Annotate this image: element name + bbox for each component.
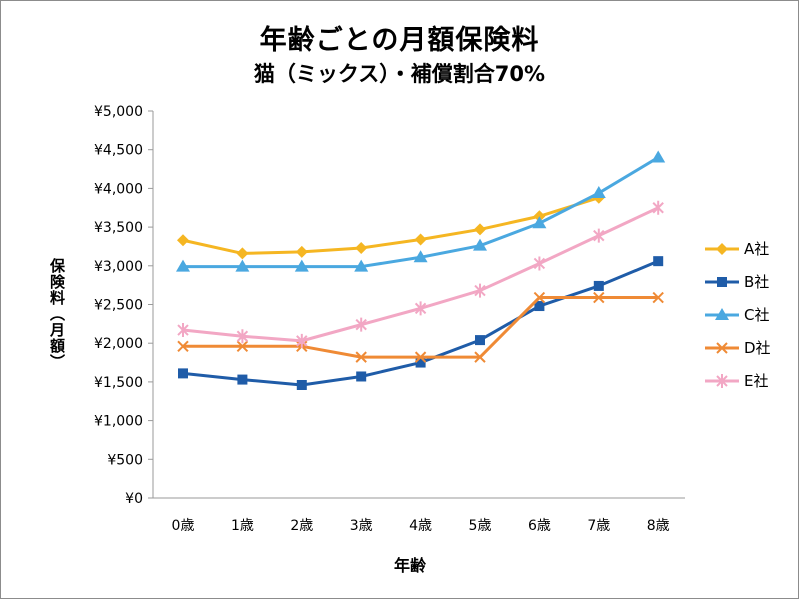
legend-marker <box>717 277 727 287</box>
x-tick-label: 8歳 <box>647 518 670 534</box>
legend-entry: E社 <box>744 372 768 390</box>
data-point <box>474 283 486 298</box>
x-tick-label: 5歳 <box>469 518 492 534</box>
data-point <box>415 357 426 368</box>
legend-entry: D社 <box>744 339 771 357</box>
data-point <box>237 374 248 385</box>
y-tick-label: ¥2,000 <box>94 336 143 352</box>
y-tick-label: ¥500 <box>107 452 143 468</box>
data-point <box>474 351 486 363</box>
data-point <box>414 301 427 316</box>
legend-marker <box>716 342 728 354</box>
data-point <box>532 216 547 229</box>
data-point <box>413 250 428 263</box>
legend-entry: C社 <box>744 306 769 324</box>
data-point <box>534 301 545 312</box>
legend-entry: B社 <box>744 273 769 291</box>
y-tick-label: ¥5,000 <box>94 104 143 120</box>
y-tick-label: ¥1,500 <box>94 375 143 391</box>
series-line-3 <box>183 156 659 269</box>
data-point <box>533 256 546 271</box>
x-tick-label: 2歳 <box>290 518 313 534</box>
data-point <box>593 228 605 243</box>
data-point <box>178 368 188 379</box>
chart-title: 年齢ごとの月額保険料 <box>259 25 540 56</box>
data-point <box>652 200 664 215</box>
legend-marker <box>716 374 728 388</box>
data-point <box>355 351 367 363</box>
x-tick-label: 7歳 <box>587 518 610 534</box>
data-point <box>296 379 307 390</box>
data-point <box>414 351 427 363</box>
y-tick-label: ¥0 <box>125 491 143 507</box>
legend-marker <box>716 243 728 255</box>
data-point <box>177 323 189 338</box>
x-tick-label: 4歳 <box>409 518 432 534</box>
series-line-5 <box>182 206 659 343</box>
y-axis-label: 保険料（月額） <box>48 258 66 370</box>
data-point <box>593 291 605 304</box>
data-point <box>593 280 604 291</box>
y-tick-label: ¥2,500 <box>94 298 143 314</box>
x-axis-label: 年齢 <box>393 556 426 575</box>
x-tick-label: 3歳 <box>350 518 373 534</box>
data-point <box>473 238 487 251</box>
data-point <box>474 223 486 236</box>
data-point <box>294 259 309 272</box>
y-tick-label: ¥4,000 <box>94 181 143 197</box>
data-point <box>236 329 249 344</box>
y-tick-label: ¥1,000 <box>94 414 143 430</box>
chart-subtitle: 猫（ミックス）・補償割合70% <box>253 62 546 86</box>
data-point <box>177 234 189 247</box>
data-point <box>296 333 308 348</box>
data-point <box>591 186 606 199</box>
data-point <box>533 291 546 304</box>
y-tick-label: ¥3,000 <box>94 259 143 275</box>
x-tick-label: 1歳 <box>231 518 254 534</box>
data-point <box>236 247 249 260</box>
data-point <box>355 241 368 254</box>
data-point <box>177 340 189 353</box>
legend-entry: A社 <box>744 240 769 258</box>
x-tick-label: 0歳 <box>172 518 195 534</box>
data-point <box>414 233 427 246</box>
data-point <box>236 340 249 353</box>
series-line-1 <box>182 196 600 255</box>
data-point <box>235 259 250 272</box>
y-tick-label: ¥4,500 <box>94 143 143 159</box>
data-point <box>355 317 367 332</box>
x-tick-label: 6歳 <box>528 518 551 534</box>
data-point <box>176 259 190 272</box>
data-point <box>653 256 664 267</box>
data-point <box>475 335 485 346</box>
legend-marker <box>715 308 729 320</box>
data-point <box>356 371 367 382</box>
data-point <box>354 259 369 272</box>
data-point <box>651 150 666 163</box>
y-tick-label: ¥3,500 <box>94 220 143 236</box>
data-point <box>295 245 308 258</box>
data-point <box>652 291 664 304</box>
